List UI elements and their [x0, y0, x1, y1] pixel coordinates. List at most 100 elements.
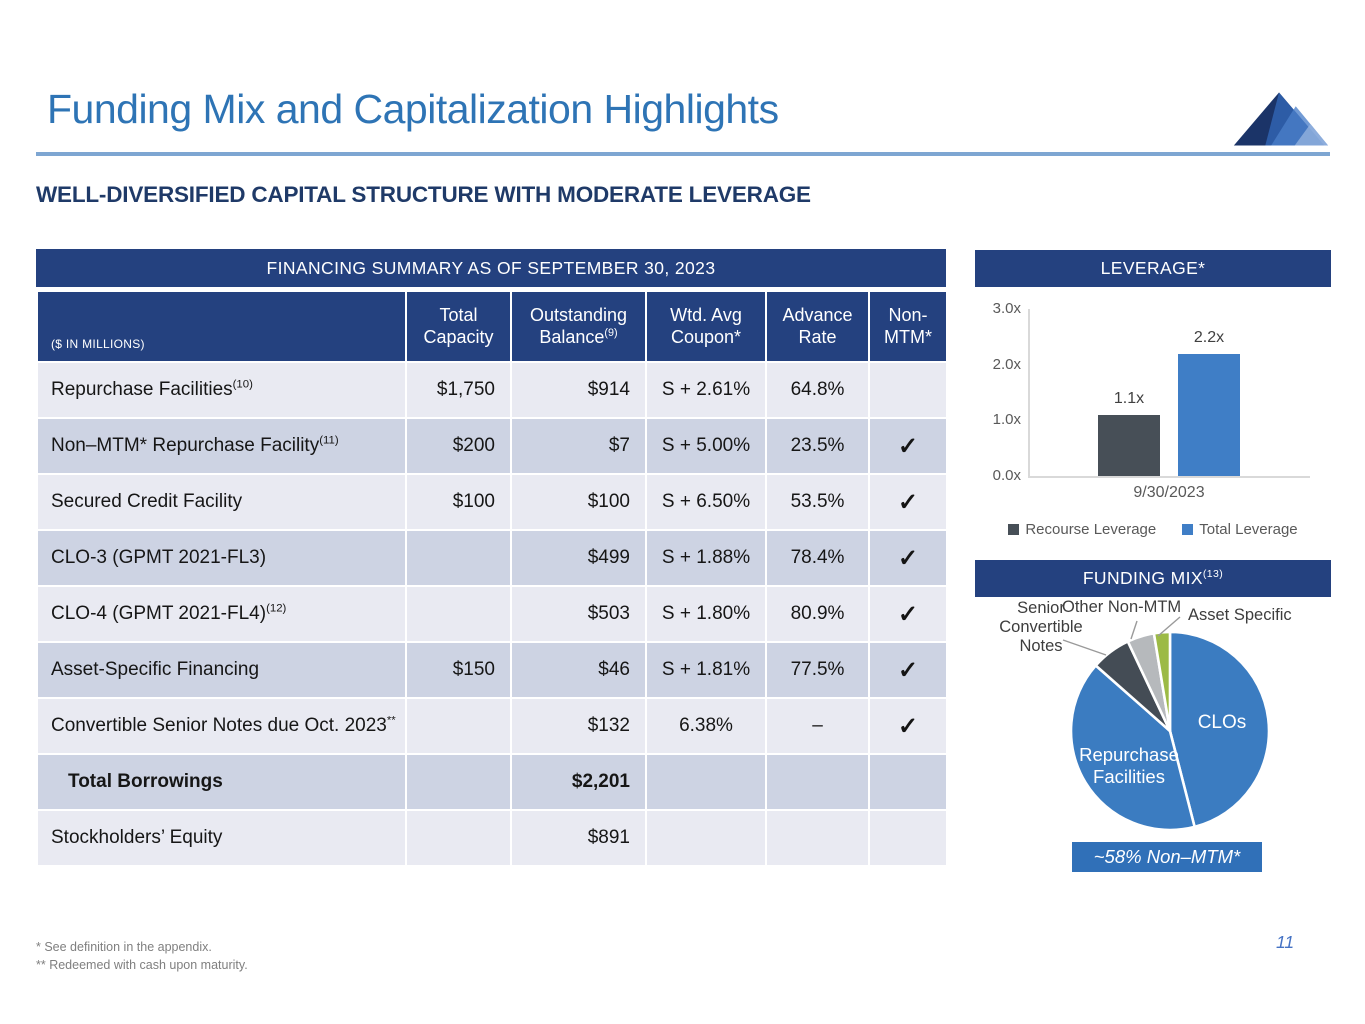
col-header-non-mtm: Non-MTM*	[868, 290, 948, 363]
total-capacity-cell	[405, 585, 512, 643]
advance-rate-cell: 23.5%	[765, 417, 870, 475]
outstanding-balance-cell: $100	[510, 473, 647, 531]
bar-plot-area: 1.1x 2.2x	[1028, 309, 1310, 478]
pie-label-asset-specific: Asset Specific	[1188, 606, 1292, 624]
non-mtm-checkmark-cell: ✓	[868, 473, 948, 531]
col-header-wtd-avg-coupon: Wtd. Avg Coupon*	[645, 290, 767, 363]
slide-subtitle: WELL-DIVERSIFIED CAPITAL STRUCTURE WITH …	[36, 182, 811, 207]
page-title: Funding Mix and Capitalization Highlight…	[47, 86, 779, 132]
funding-mix-title: FUNDING MIX(13)	[975, 560, 1331, 597]
bar-total-leverage	[1178, 354, 1240, 476]
row-label-cell: Secured Credit Facility	[36, 473, 407, 531]
table-row: Non–MTM* Repurchase Facility(11) $200 $7 S …	[36, 417, 948, 475]
advance-rate-cell: 78.4%	[765, 529, 870, 587]
leverage-bar-chart: 1.1x 2.2x 9/30/2023 Recourse Leverage Tot…	[975, 287, 1331, 555]
coupon-cell: S + 1.88%	[645, 529, 767, 587]
outstanding-balance-cell: $132	[510, 697, 647, 755]
row-label-cell: Convertible Senior Notes due Oct. 2023**	[36, 697, 407, 755]
page-number: 11	[1276, 932, 1295, 952]
y-axis-tick: 0.0x	[992, 467, 1021, 484]
outstanding-balance-cell: $46	[510, 641, 647, 699]
non-mtm-empty-cell	[868, 753, 948, 811]
y-axis-tick: 3.0x	[992, 300, 1021, 317]
row-label-cell: CLO-3 (GPMT 2021-FL3)	[36, 529, 407, 587]
y-axis-tick: 2.0x	[992, 356, 1021, 373]
table-row: Convertible Senior Notes due Oct. 2023**…	[36, 697, 948, 755]
total-capacity-cell: $1,750	[405, 361, 512, 419]
advance-rate-cell: 53.5%	[765, 473, 870, 531]
legend-swatch-recourse	[1008, 524, 1020, 535]
non-mtm-checkmark-cell: ✓	[868, 585, 948, 643]
row-label-cell: Total Borrowings	[36, 753, 407, 811]
financing-table: ($ IN MILLIONS) Total Capacity Outstandi…	[36, 290, 948, 867]
x-axis-label: 9/30/2023	[1133, 484, 1205, 501]
table-row: CLO-3 (GPMT 2021-FL3) $499 S + 1.88% 78.4% ✓	[36, 529, 948, 587]
financing-table-body: Repurchase Facilities(10) $1,750 $914 S + 2…	[36, 361, 948, 867]
row-label-cell: Asset-Specific Financing	[36, 641, 407, 699]
advance-rate-cell	[765, 809, 870, 867]
financing-table-title: FINANCING SUMMARY AS OF SEPTEMBER 30, 20…	[36, 249, 946, 287]
coupon-cell	[645, 809, 767, 867]
advance-rate-cell: 80.9%	[765, 585, 870, 643]
coupon-cell: S + 1.80%	[645, 585, 767, 643]
total-capacity-cell: $200	[405, 417, 512, 475]
outstanding-balance-cell: $503	[510, 585, 647, 643]
funding-mix-pie	[1062, 616, 1271, 832]
col-header-advance-rate: Advance Rate	[765, 290, 870, 363]
coupon-cell	[645, 753, 767, 811]
coupon-cell: S + 2.61%	[645, 361, 767, 419]
row-label-cell: CLO-4 (GPMT 2021-FL4)(12)	[36, 585, 407, 643]
advance-rate-cell: 77.5%	[765, 641, 870, 699]
footnotes: * See definition in the appendix. ** Red…	[36, 938, 248, 974]
advance-rate-cell: –	[765, 697, 870, 755]
legend-swatch-total	[1182, 524, 1194, 535]
company-logo	[1233, 92, 1329, 146]
financing-summary-panel: FINANCING SUMMARY AS OF SEPTEMBER 30, 20…	[36, 249, 948, 867]
non-mtm-empty-cell	[868, 809, 948, 867]
bar-recourse-leverage	[1098, 415, 1160, 476]
non-mtm-checkmark-cell: ✓	[868, 529, 948, 587]
footnote-1: * See definition in the appendix.	[36, 940, 212, 954]
table-header-row: ($ IN MILLIONS) Total Capacity Outstandi…	[36, 290, 948, 363]
total-capacity-cell	[405, 529, 512, 587]
total-capacity-cell: $150	[405, 641, 512, 699]
leader-line-other-non-mtm	[1130, 620, 1138, 640]
legend-item-total-leverage: Total Leverage	[1182, 521, 1298, 538]
pie-label-clos: CLOs	[1197, 712, 1247, 733]
coupon-cell: S + 5.00%	[645, 417, 767, 475]
pie-label-other-non-mtm: Other Non-MTM	[1062, 598, 1182, 616]
total-capacity-cell	[405, 753, 512, 811]
advance-rate-cell	[765, 753, 870, 811]
non-mtm-callout-badge: ~58% Non–MTM*	[1072, 842, 1262, 872]
table-row: Repurchase Facilities(10) $1,750 $914 S + 2…	[36, 361, 948, 419]
coupon-cell: 6.38%	[645, 697, 767, 755]
pie-slice-clos	[1168, 630, 1271, 829]
table-row: Total Borrowings $2,201	[36, 753, 948, 811]
outstanding-balance-cell: $2,201	[510, 753, 647, 811]
table-row: CLO-4 (GPMT 2021-FL4)(12) $503 S + 1.80% 80…	[36, 585, 948, 643]
col-header-outstanding-balance: Outstanding Balance(9)	[510, 290, 647, 363]
outstanding-balance-cell: $499	[510, 529, 647, 587]
col-header-total-capacity: Total Capacity	[405, 290, 512, 363]
chart-legend: Recourse Leverage Total Leverage	[975, 521, 1331, 538]
non-mtm-empty-cell	[868, 361, 948, 419]
units-label: ($ IN MILLIONS)	[36, 290, 407, 363]
total-capacity-cell	[405, 697, 512, 755]
leverage-chart-title: LEVERAGE*	[975, 250, 1331, 287]
total-capacity-cell: $100	[405, 473, 512, 531]
row-label-cell: Stockholders’ Equity	[36, 809, 407, 867]
outstanding-balance-cell: $891	[510, 809, 647, 867]
bar-value-label: 1.1x	[1113, 390, 1145, 407]
outstanding-balance-cell: $914	[510, 361, 647, 419]
title-divider	[36, 152, 1330, 156]
non-mtm-checkmark-cell: ✓	[868, 641, 948, 699]
legend-item-recourse-leverage: Recourse Leverage	[1008, 521, 1156, 538]
footnote-2: ** Redeemed with cash upon maturity.	[36, 958, 248, 973]
coupon-cell: S + 1.81%	[645, 641, 767, 699]
row-label-cell: Repurchase Facilities(10)	[36, 361, 407, 419]
total-capacity-cell	[405, 809, 512, 867]
outstanding-balance-cell: $7	[510, 417, 647, 475]
table-row: Stockholders’ Equity $891	[36, 809, 948, 867]
bar-value-label: 2.2x	[1193, 329, 1225, 346]
